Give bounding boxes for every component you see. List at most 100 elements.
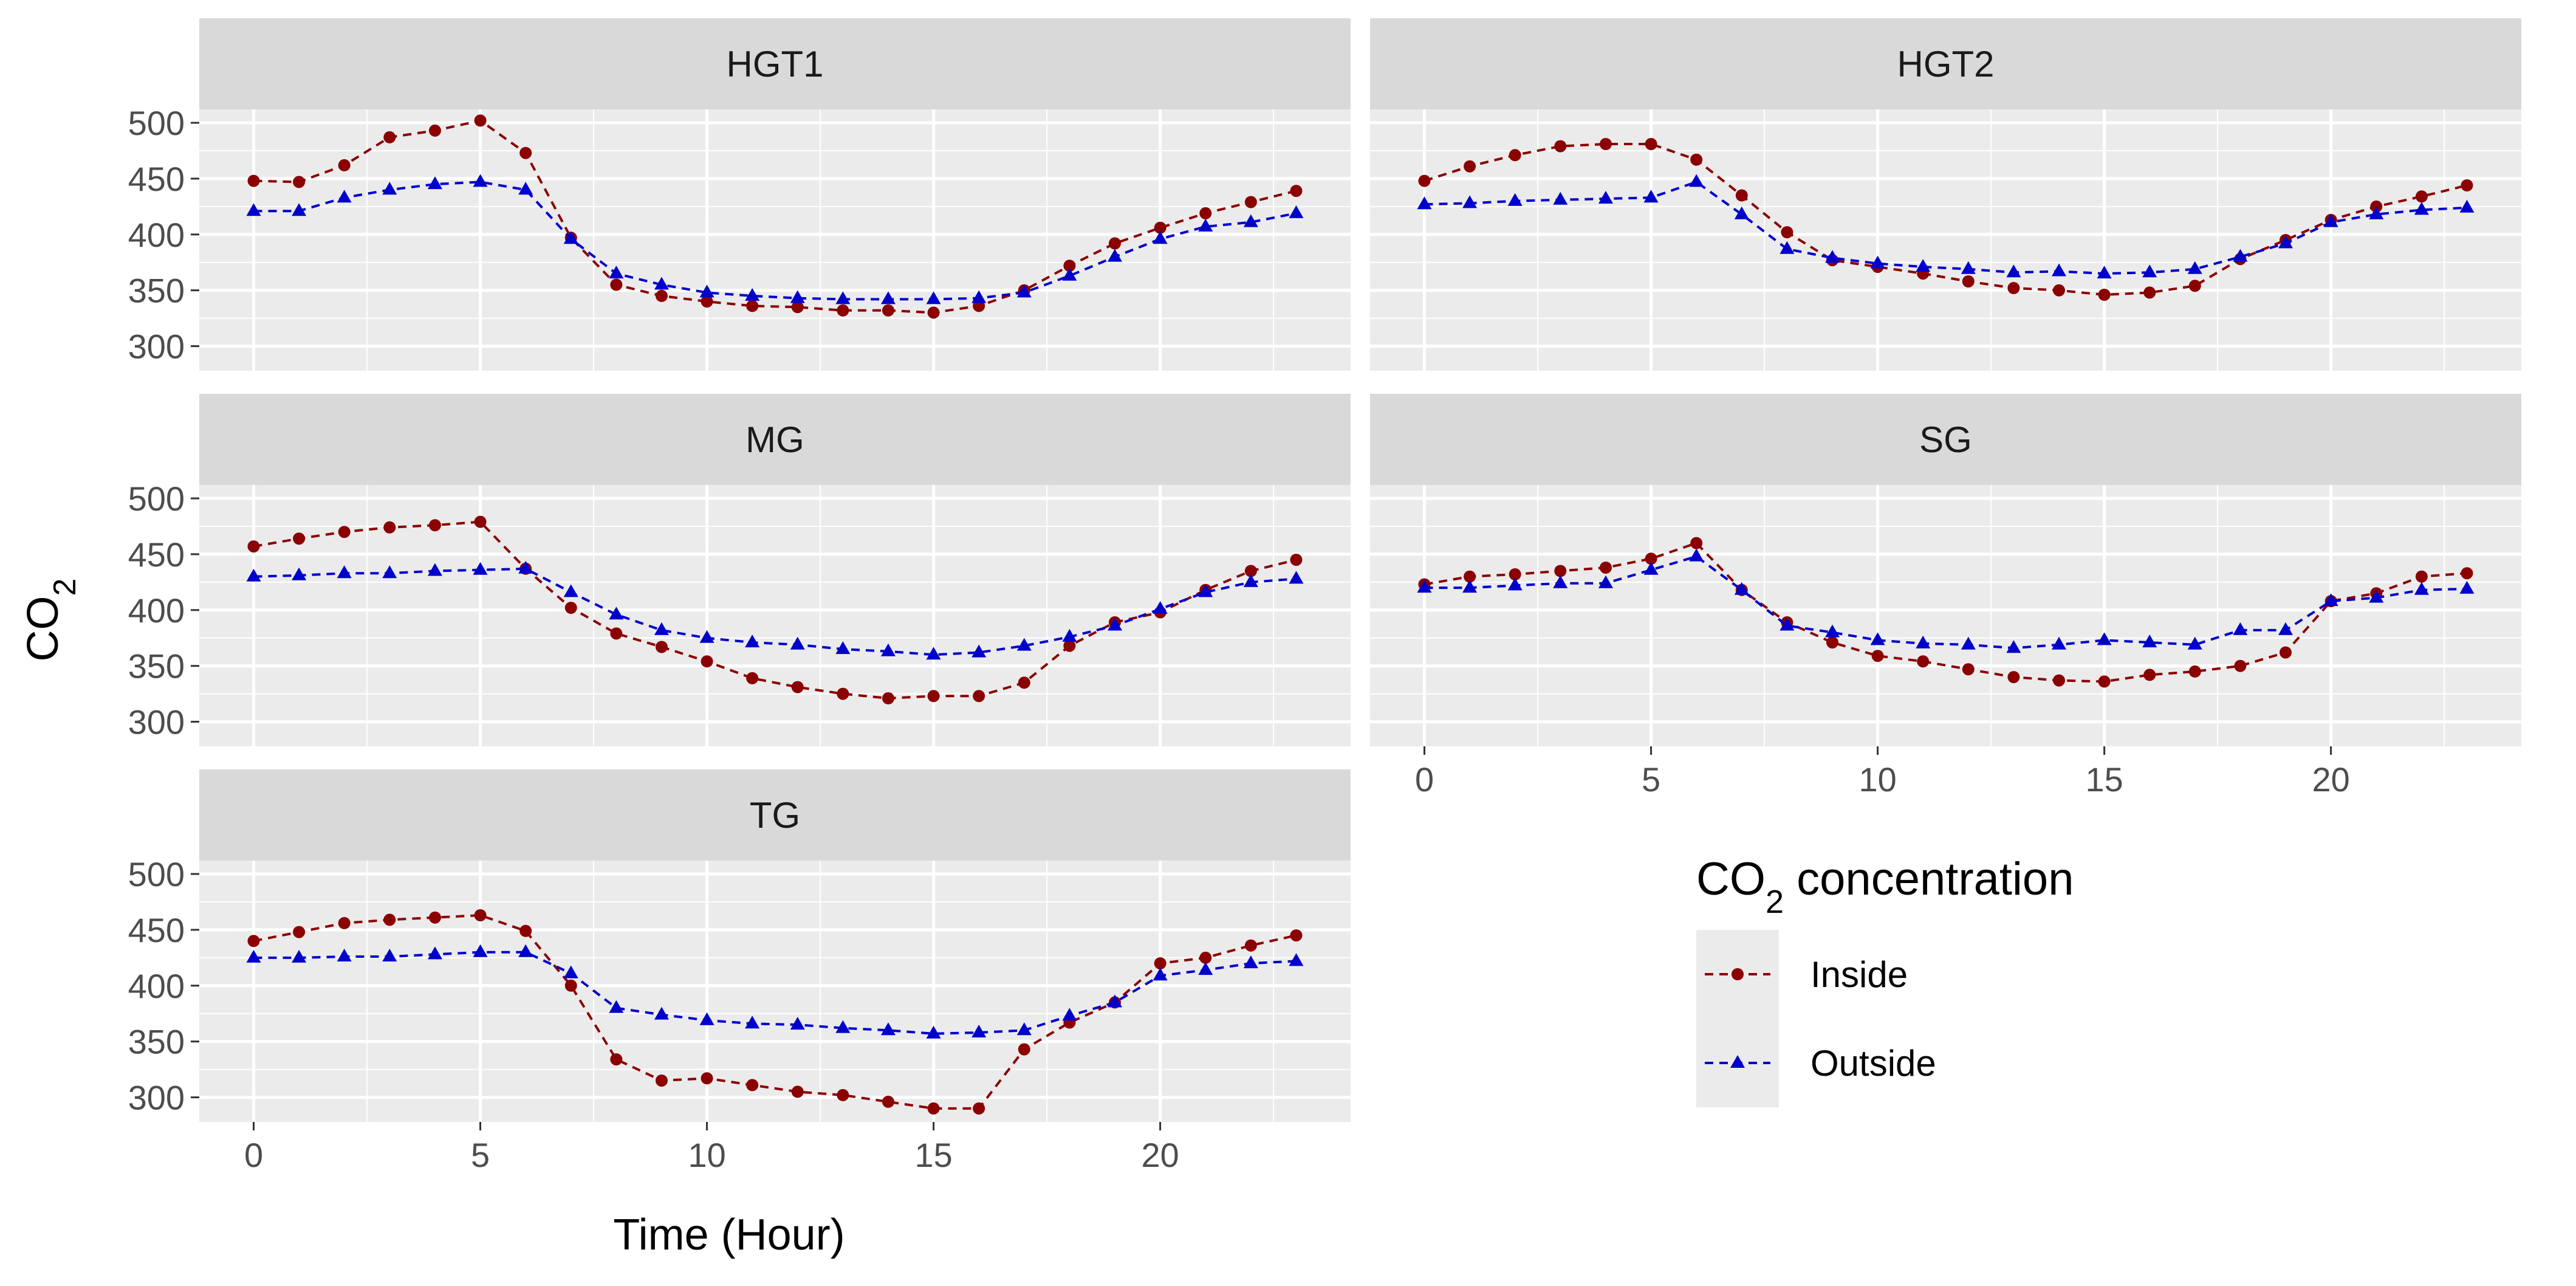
point-outside	[881, 291, 896, 304]
point-outside	[2414, 582, 2429, 595]
point-outside	[2369, 590, 2384, 603]
point-inside	[837, 304, 849, 317]
point-outside	[1870, 255, 1885, 269]
point-outside	[1734, 582, 1749, 595]
point-outside	[699, 630, 714, 643]
point-inside	[1962, 663, 1975, 676]
legend-key-inside-marker	[1732, 968, 1744, 980]
point-outside	[1108, 994, 1122, 1008]
point-inside	[247, 174, 260, 187]
point-outside	[1062, 628, 1077, 642]
point-outside	[1825, 250, 1840, 263]
point-inside	[1244, 196, 1257, 208]
point-inside	[791, 681, 804, 693]
point-inside	[1244, 565, 1257, 577]
facet-label-hgt1: HGT1	[726, 44, 823, 84]
point-inside	[1018, 676, 1030, 689]
point-outside	[1734, 206, 1749, 219]
point-inside	[1554, 565, 1567, 577]
y-tick-label: 500	[128, 855, 185, 893]
point-outside	[1243, 574, 1258, 587]
point-outside	[563, 584, 578, 597]
point-inside	[383, 131, 396, 143]
panels-layer: HGT1300350400450500HGT2MG300350400450500…	[128, 18, 2521, 1174]
point-inside	[1290, 554, 1303, 566]
point-outside	[1289, 571, 1304, 584]
series-line-outside-hgt2	[1424, 181, 2467, 275]
point-outside	[518, 944, 533, 957]
point-inside	[383, 521, 396, 534]
facet-strip-hgt2	[1370, 18, 2521, 109]
point-inside	[429, 911, 441, 924]
y-tick-label: 400	[128, 216, 185, 254]
y-tick-label: 300	[128, 328, 185, 366]
point-outside	[473, 174, 488, 187]
point-inside	[882, 692, 894, 704]
facet-label-hgt2: HGT2	[1897, 44, 1994, 84]
point-outside	[2323, 214, 2338, 227]
point-inside	[837, 1088, 849, 1101]
point-outside	[292, 949, 307, 963]
point-inside	[1600, 562, 1612, 574]
point-inside	[247, 540, 260, 553]
series-line-inside-tg	[253, 913, 1297, 1110]
point-inside	[338, 916, 351, 929]
point-outside	[1462, 580, 1478, 593]
point-outside	[835, 641, 851, 655]
point-outside	[2142, 634, 2157, 648]
point-outside	[926, 291, 941, 304]
point-outside	[563, 231, 578, 244]
panel-hgt2: HGT2	[1370, 18, 2521, 371]
y-tick-label: 300	[128, 1079, 185, 1117]
point-outside	[926, 1025, 941, 1039]
point-outside	[1961, 636, 1976, 650]
point-outside	[2459, 199, 2475, 213]
point-inside	[1962, 275, 1975, 287]
point-outside	[1016, 1022, 1032, 1036]
legend-label-inside: Inside	[1810, 954, 1908, 995]
point-inside	[2053, 284, 2065, 297]
point-outside	[1916, 259, 1931, 272]
panel-mg: MG 300 350 400 450 500	[128, 394, 1351, 746]
point-outside	[2278, 622, 2293, 635]
point-outside	[1016, 284, 1032, 298]
point-inside	[338, 526, 351, 538]
point-outside	[2233, 622, 2248, 635]
point-inside	[1244, 939, 1257, 952]
point-outside	[1689, 548, 1704, 562]
y-tick-label: 500	[128, 480, 185, 518]
point-outside	[971, 1025, 987, 1037]
point-inside	[791, 301, 804, 314]
point-inside	[927, 306, 940, 319]
point-inside	[293, 176, 306, 188]
point-outside	[609, 607, 624, 620]
y-tick-label: 350	[128, 272, 185, 310]
point-inside	[2188, 280, 2201, 292]
point-outside	[790, 1017, 805, 1030]
point-inside	[293, 532, 306, 545]
point-outside	[2187, 636, 2202, 650]
point-outside	[246, 568, 261, 582]
point-inside	[2415, 570, 2428, 583]
point-inside	[610, 1053, 623, 1066]
point-outside	[1780, 241, 1795, 254]
x-tick-label: 20	[2312, 760, 2350, 799]
y-axis-title-main: CO	[19, 596, 67, 661]
point-inside	[1063, 260, 1076, 272]
point-outside	[2097, 266, 2112, 279]
x-tick-label: 0	[1415, 760, 1434, 799]
point-inside	[701, 655, 713, 668]
series-line-outside-hgt1	[253, 181, 1297, 301]
point-outside	[382, 949, 397, 961]
point-outside	[1198, 218, 1213, 232]
point-inside	[519, 146, 532, 159]
point-outside	[1825, 624, 1840, 638]
point-outside	[428, 563, 442, 576]
point-outside	[1417, 580, 1432, 593]
point-outside	[337, 949, 352, 961]
point-inside	[746, 1079, 759, 1092]
point-inside	[383, 913, 396, 926]
point-inside	[837, 687, 849, 700]
point-outside	[1108, 617, 1122, 631]
